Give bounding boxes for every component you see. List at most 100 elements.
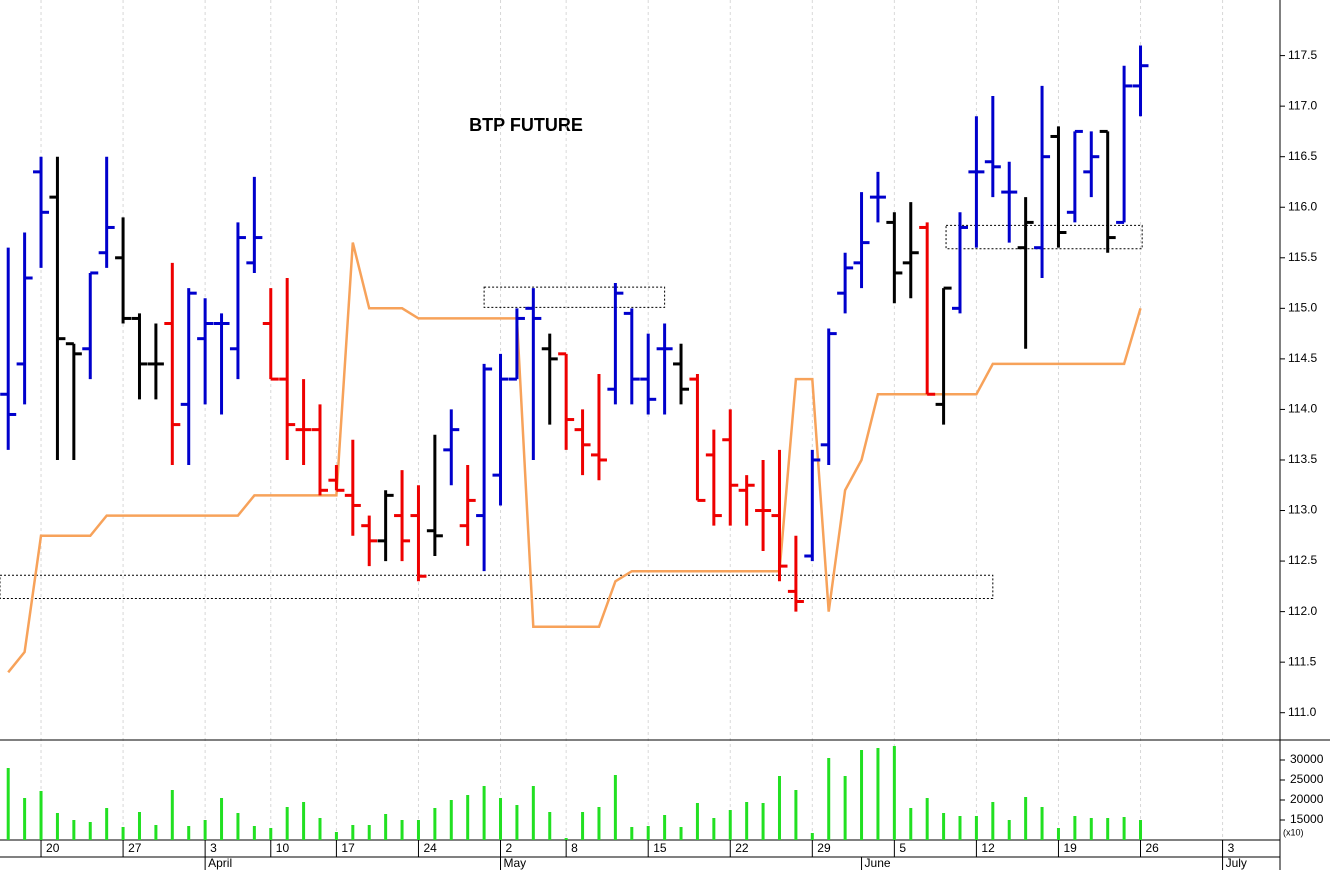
volume-bar — [860, 750, 864, 840]
volume-bar — [416, 820, 420, 840]
volume-bar — [1073, 816, 1077, 840]
x-tick-label: 22 — [735, 841, 749, 855]
volume-bar — [728, 810, 732, 840]
volume-bar — [482, 786, 486, 840]
x-tick-label: 19 — [1063, 841, 1077, 855]
y-tick-label: 116.5 — [1288, 149, 1317, 163]
y-tick-label: 30000 — [1290, 752, 1324, 766]
x-tick-label: 3 — [210, 841, 217, 855]
x-tick-label: 27 — [128, 841, 142, 855]
volume-bar — [876, 748, 880, 840]
y-tick-label: 112.0 — [1288, 604, 1317, 618]
y-tick-label: 114.5 — [1288, 351, 1317, 365]
volume-bar — [285, 807, 289, 840]
volume-bar — [39, 791, 43, 840]
volume-bar — [203, 820, 207, 840]
line — [7, 242, 1142, 674]
volume-bar — [121, 827, 125, 840]
y-tick-label: 112.5 — [1288, 553, 1317, 567]
volume-bar — [334, 832, 338, 840]
x-tick-label: 2 — [506, 841, 513, 855]
y-tick-label: 113.0 — [1288, 503, 1317, 517]
volume-bar — [679, 827, 683, 840]
y-tick-label: 116.0 — [1288, 199, 1317, 213]
volume-bar — [531, 786, 535, 840]
volume-bar — [794, 790, 798, 840]
volume-bar — [958, 816, 962, 840]
volume-bar — [6, 768, 10, 840]
y-tick-label: 117.0 — [1288, 98, 1317, 112]
volume-bar — [777, 776, 781, 840]
volume-bar — [23, 798, 27, 840]
volume-bar — [367, 825, 371, 840]
x-tick-label: 24 — [423, 841, 437, 855]
volume-bar — [974, 816, 978, 840]
x-tick-label: 5 — [899, 841, 906, 855]
x-tick-label: 10 — [276, 841, 290, 855]
volume-bar — [1040, 807, 1044, 840]
x-tick-label: 20 — [46, 841, 60, 855]
volume-bar — [236, 813, 240, 840]
volume-bar — [646, 826, 650, 840]
volume-bar — [55, 813, 59, 840]
x-tick-label: 12 — [981, 841, 995, 855]
x-tick-label: 3 — [1228, 841, 1235, 855]
x-tick-label: 8 — [571, 841, 578, 855]
volume-bar — [384, 814, 388, 840]
month-label: June — [865, 856, 891, 870]
volume-bar — [810, 833, 814, 840]
volume-bar — [745, 802, 749, 840]
volume-bar — [466, 795, 470, 840]
chart-title: BTP FUTURE — [469, 115, 583, 135]
volume-bar — [695, 803, 699, 840]
volume-bar — [252, 826, 256, 840]
volume-bar — [170, 790, 174, 840]
volume-bar — [220, 798, 224, 840]
level-box — [945, 224, 1143, 250]
y-tick-label: 115.5 — [1288, 250, 1317, 264]
volume-bar — [909, 808, 913, 840]
volume-bar — [581, 812, 585, 840]
month-label: April — [208, 856, 232, 870]
y-tick-label: 20000 — [1290, 792, 1324, 806]
y-tick-label: 111.5 — [1288, 654, 1317, 668]
volume-bar — [548, 812, 552, 840]
month-label: May — [504, 856, 527, 870]
volume-bar — [564, 838, 568, 840]
volume-bar — [1089, 818, 1093, 840]
volume-bar — [630, 827, 634, 840]
volume-bar — [433, 808, 437, 840]
volume-bar — [1139, 820, 1143, 840]
volume-bar — [712, 818, 716, 840]
volume-bar — [187, 826, 191, 840]
volume-bar — [269, 828, 273, 840]
volume-bar — [827, 758, 831, 840]
volume-bar — [449, 800, 453, 840]
volume-bar — [843, 776, 847, 840]
y-tick-label: 115.0 — [1288, 301, 1317, 315]
volume-bar — [991, 802, 995, 840]
y-tick-label: 114.0 — [1288, 402, 1317, 416]
volume-bar — [1056, 828, 1060, 840]
volume-bar — [1106, 818, 1110, 840]
volume-bar — [154, 825, 158, 840]
volume-bar — [400, 820, 404, 840]
volume-bar — [892, 746, 896, 840]
unit-label: (x10) — [1283, 827, 1304, 837]
x-tick-label: 26 — [1146, 841, 1160, 855]
volume-bar — [515, 805, 519, 840]
volume-bar — [137, 812, 141, 840]
volume-bar — [925, 798, 929, 840]
y-tick-label: 111.0 — [1288, 705, 1317, 719]
y-tick-label: 113.5 — [1288, 452, 1317, 466]
volume-bar — [663, 815, 667, 840]
volume-bar — [1122, 817, 1126, 840]
x-tick-label: 15 — [653, 841, 667, 855]
y-tick-label: 117.5 — [1288, 48, 1317, 62]
x-tick-label: 29 — [817, 841, 831, 855]
volume-bar — [597, 807, 601, 840]
volume-bar — [105, 808, 109, 840]
volume-bar — [613, 775, 617, 840]
volume-bar — [1007, 820, 1011, 840]
